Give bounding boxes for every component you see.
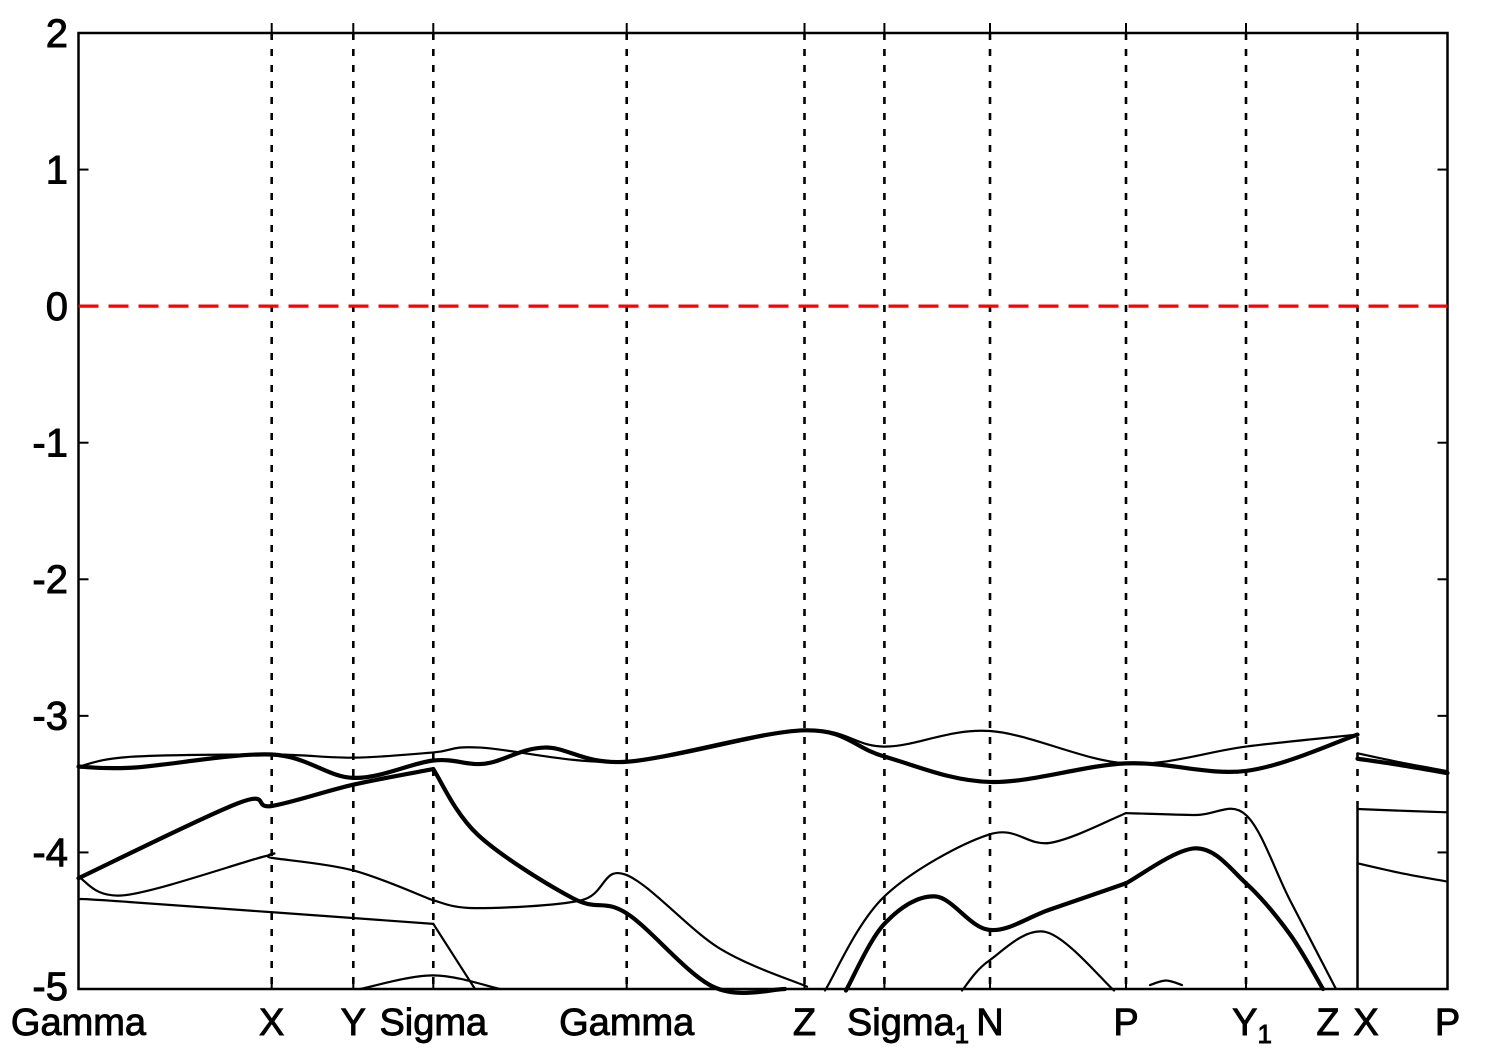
- svg-text:-1: -1: [32, 422, 68, 466]
- svg-text:Sigma1: Sigma1: [847, 1002, 969, 1049]
- svg-text:2: 2: [46, 12, 68, 56]
- svg-text:X: X: [259, 1002, 284, 1044]
- svg-text:1: 1: [46, 149, 68, 193]
- svg-text:Y: Y: [341, 1002, 366, 1044]
- svg-text:P: P: [1435, 1002, 1460, 1044]
- svg-text:-2: -2: [32, 558, 68, 602]
- svg-text:Y1: Y1: [1232, 1002, 1272, 1049]
- svg-text:Z: Z: [793, 1002, 816, 1044]
- svg-text:Gamma: Gamma: [559, 1002, 695, 1044]
- svg-text:0: 0: [46, 285, 68, 329]
- svg-text:Sigma: Sigma: [379, 1002, 488, 1044]
- svg-text:-4: -4: [32, 831, 68, 875]
- svg-text:P: P: [1113, 1002, 1138, 1044]
- svg-text:N: N: [976, 1002, 1003, 1044]
- svg-text:-3: -3: [32, 695, 68, 739]
- svg-text:X: X: [1353, 1002, 1378, 1044]
- svg-text:Z: Z: [1316, 1002, 1339, 1044]
- svg-text:Gamma: Gamma: [11, 1002, 147, 1044]
